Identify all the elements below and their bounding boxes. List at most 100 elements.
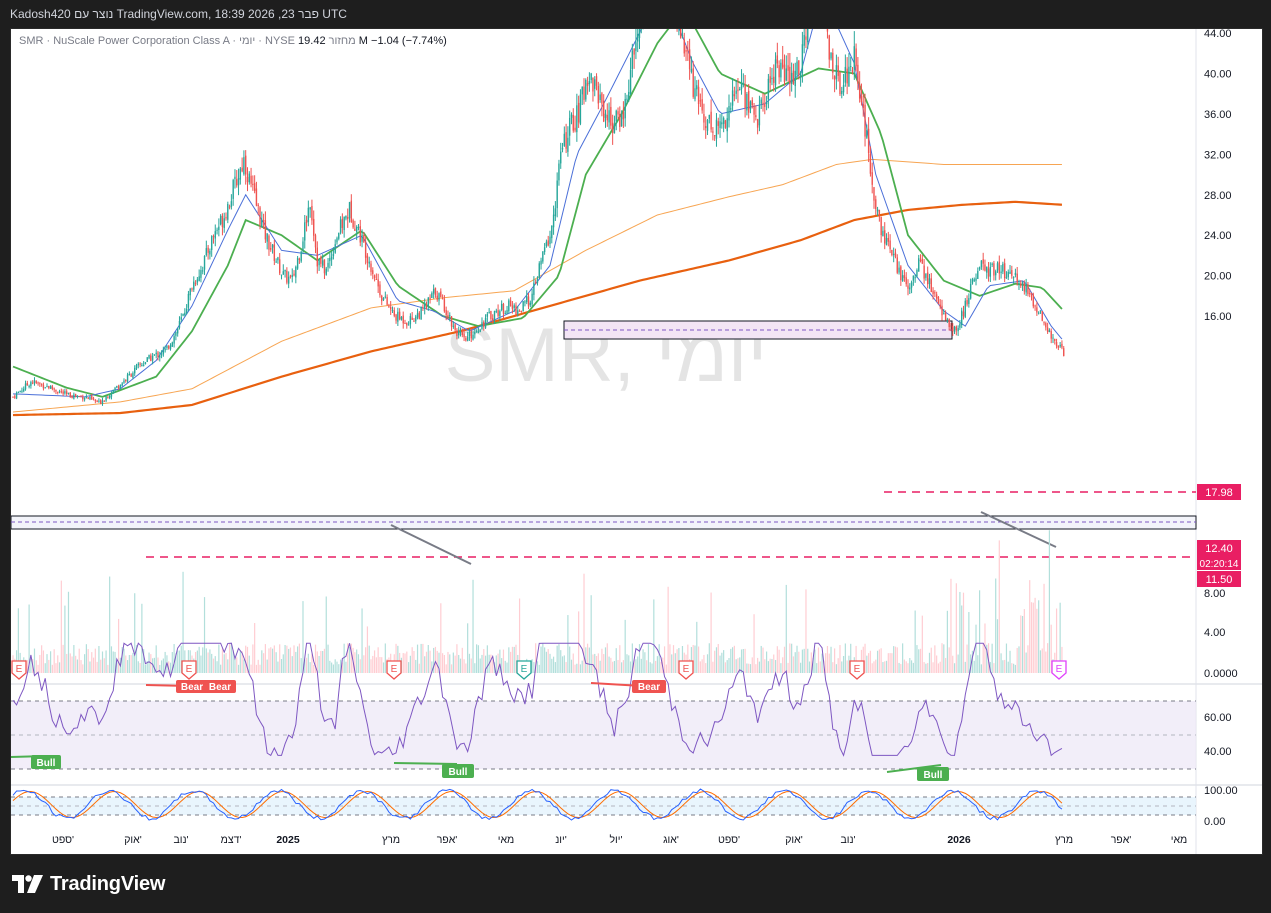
volume-bar — [585, 647, 587, 673]
volume-bar — [239, 650, 241, 673]
candle-body — [724, 120, 727, 128]
volume-bar — [275, 652, 277, 673]
volume-bar — [227, 659, 229, 673]
candle-body — [622, 112, 625, 120]
candle-body — [434, 287, 437, 295]
candle-body — [164, 349, 166, 351]
volume-bar — [49, 651, 52, 673]
candle-body — [860, 96, 863, 102]
vol-tick: 0.0000 — [1204, 668, 1238, 680]
candle-body — [1050, 331, 1052, 339]
candle-body — [330, 256, 333, 260]
candle-body — [740, 82, 743, 89]
candle-body — [92, 398, 95, 400]
volume-bar — [1055, 608, 1058, 673]
volume-bar — [266, 659, 268, 673]
candle-body — [794, 70, 796, 87]
candle-body — [826, 29, 829, 32]
volume-bar — [800, 662, 802, 673]
candle-body — [971, 279, 974, 284]
volume-bar — [41, 645, 43, 673]
volume-bar — [474, 663, 476, 673]
time-tick: מרץ — [382, 834, 400, 846]
candle-body — [984, 264, 986, 271]
volume-bar — [774, 660, 777, 673]
volume-bar — [395, 643, 397, 673]
volume-bar — [169, 662, 172, 673]
volume-bar — [705, 663, 707, 673]
volume-bar — [327, 644, 329, 673]
volume-bar — [334, 659, 336, 673]
candle-body — [270, 248, 272, 250]
volume-bar — [894, 646, 897, 673]
candle-body — [125, 380, 127, 382]
volume-bar — [297, 646, 299, 673]
time-tick: אוק' — [785, 834, 803, 846]
div-label-text: Bull — [449, 767, 468, 778]
volume-bar — [420, 643, 422, 673]
volume-bar — [479, 658, 481, 673]
volume-bar — [699, 661, 701, 673]
footer-brand[interactable]: TradingView — [12, 872, 165, 896]
div-label-bull-2: Bull — [442, 764, 474, 778]
time-tick: יול' — [609, 834, 622, 846]
volume-bar — [646, 660, 648, 673]
candle-body — [522, 301, 524, 312]
volume-bar — [458, 654, 460, 673]
volume-bar — [298, 643, 300, 673]
volume-bar — [325, 596, 327, 673]
volume-bar — [601, 648, 603, 673]
volume-bar — [126, 660, 129, 673]
candle-body — [282, 271, 284, 275]
volume-bar — [742, 649, 744, 673]
volume-bar — [112, 651, 114, 673]
volume-bar — [955, 583, 957, 673]
volume-bar — [832, 662, 834, 673]
candle-body — [382, 297, 385, 301]
candle-body — [257, 204, 259, 206]
div-label-bull-3: Bull — [917, 767, 949, 781]
candle-body — [926, 272, 929, 285]
candle-body — [986, 266, 988, 273]
candle-body — [74, 394, 77, 397]
symbol-name[interactable]: SMR · NuScale Power Corporation Class A … — [19, 35, 295, 47]
candle-body — [142, 364, 145, 366]
earnings-marker-text: E — [854, 664, 861, 675]
volume-bar — [751, 657, 753, 673]
candle-body — [279, 259, 281, 274]
volume-bar — [957, 654, 959, 673]
candle-body — [49, 385, 52, 389]
volume-bar — [619, 645, 621, 673]
candle-body — [717, 121, 719, 126]
candle-body — [345, 215, 347, 219]
volume-bar — [463, 659, 465, 673]
volume-bar — [254, 623, 256, 673]
volume-bar — [211, 653, 213, 673]
tag-last-price — [1197, 540, 1241, 556]
time-tick: נוב' — [840, 834, 855, 846]
candle-body — [51, 386, 54, 389]
candle-body — [216, 229, 218, 231]
volume-bar — [1029, 580, 1031, 673]
candle-body — [549, 236, 551, 245]
volume-bar — [898, 662, 900, 673]
volume-bar — [518, 598, 521, 673]
candle-body — [17, 391, 20, 393]
volume-bar — [880, 648, 882, 673]
volume-bar — [442, 653, 444, 673]
candle-body — [577, 102, 580, 123]
time-axis[interactable]: ספט' אוק' נוב' דצמ' 2025 מרץ אפר' מאי יונ' יול' או… — [52, 834, 1187, 846]
candle-body — [789, 66, 791, 85]
candle-body — [914, 277, 916, 279]
volume-bar — [359, 659, 361, 673]
price-axis[interactable]: 60.0056.0052.0048.0044.0040.0036.0032.00… — [1204, 29, 1232, 323]
candle-body — [713, 135, 716, 137]
candle-body — [490, 311, 492, 320]
time-tick: מאי — [498, 834, 515, 846]
header-bar: Kadosh420 נוצר עם TradingView.com, 18:39… — [0, 0, 1271, 28]
candle-body — [67, 392, 70, 394]
time-tick: אוק' — [124, 834, 142, 846]
candle-body — [511, 305, 514, 309]
